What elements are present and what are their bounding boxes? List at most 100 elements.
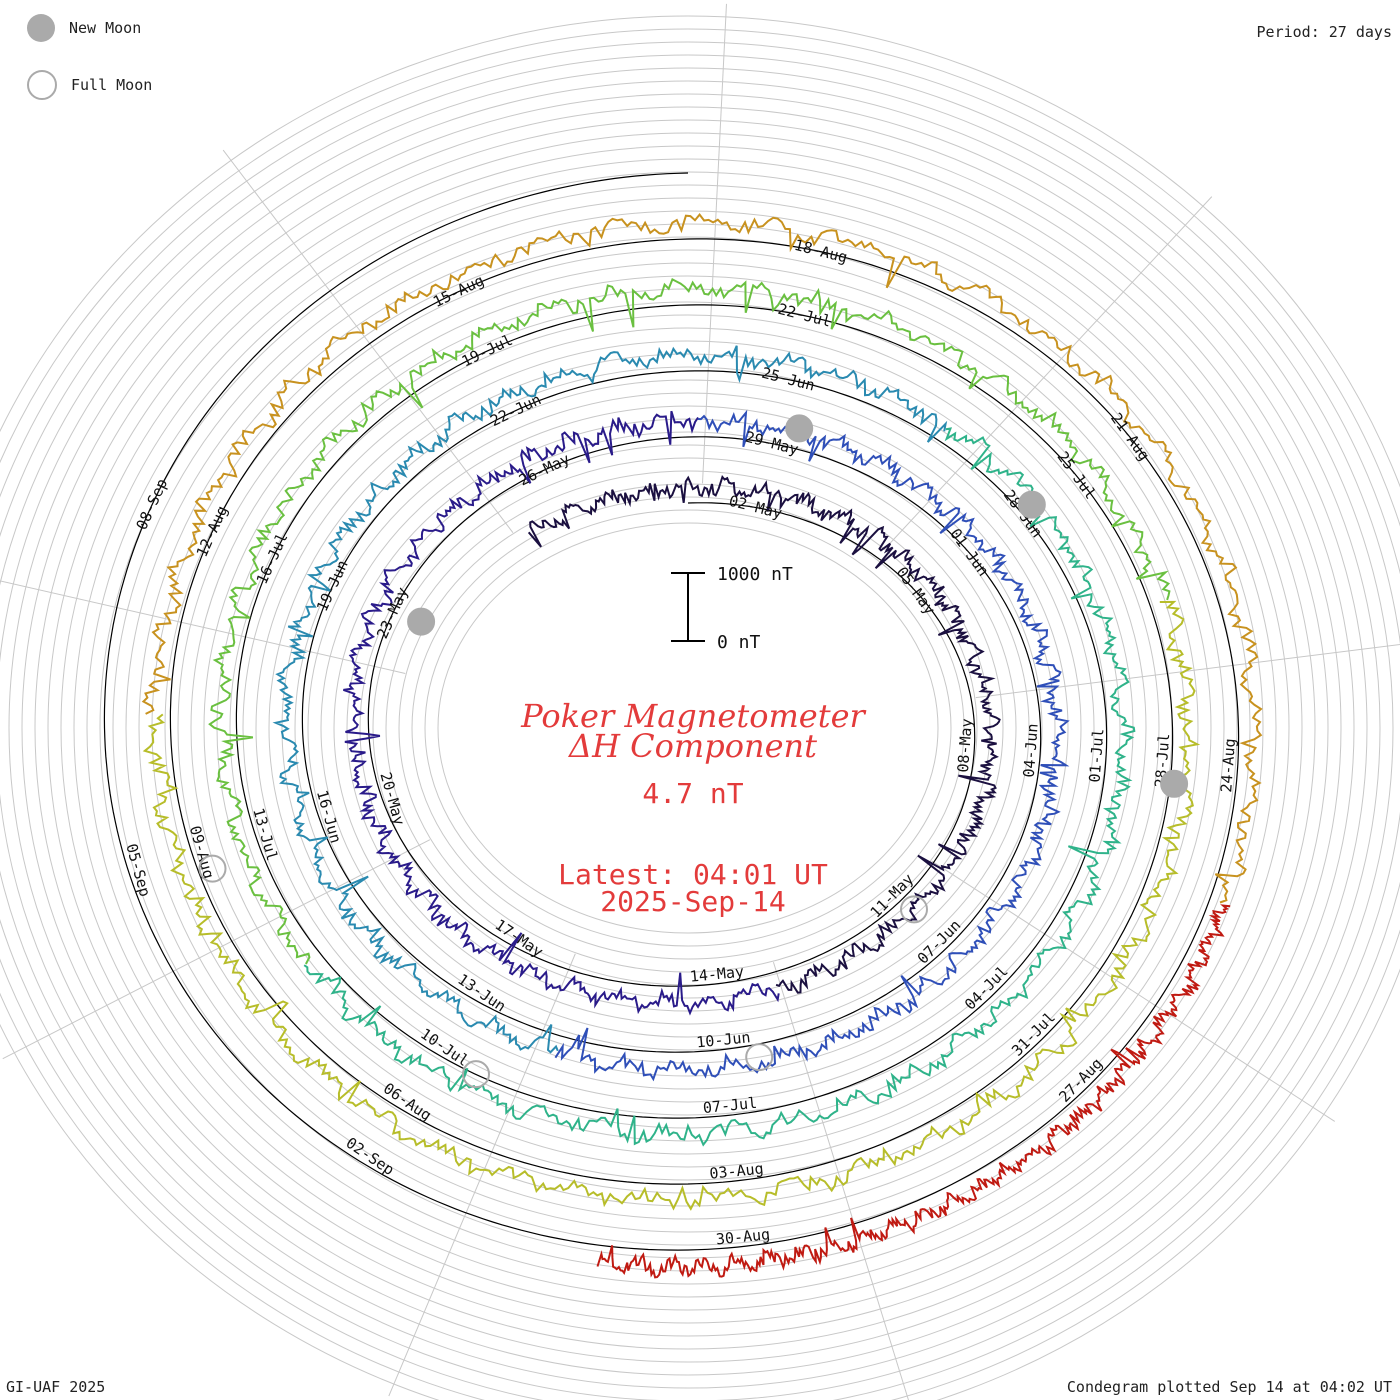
full-moon-icon [27, 70, 57, 100]
grid-ring [0, 80, 1381, 1376]
grid-ring [138, 223, 1238, 1233]
trace-3 [554, 409, 1070, 1082]
date-label: 25-Jul [1053, 448, 1099, 503]
trace-8 [141, 212, 1263, 904]
current-value: 4.7 nT [642, 777, 743, 810]
spoke-line [772, 961, 909, 1400]
trace-6 [208, 278, 1171, 965]
chart-grid [0, 15, 1400, 1400]
date-label: 24-Aug [1217, 738, 1239, 793]
grid-ring [177, 262, 1199, 1194]
grid-ring [47, 132, 1329, 1324]
spoke-line [222, 149, 514, 533]
spoke-line [701, 3, 727, 484]
date-label: 03-Aug [709, 1159, 765, 1182]
legend-new-moon-label: New Moon [69, 19, 142, 37]
date-label: 09-Aug [186, 824, 218, 881]
date-label: 08-May [954, 718, 976, 773]
grid-ring [125, 210, 1251, 1246]
full-moon-marker [900, 895, 928, 924]
chart-subtitle: ΔH Component [567, 727, 817, 765]
date-label: 21-Aug [1107, 410, 1153, 465]
grid-ring [294, 379, 1082, 1077]
grid-ring [34, 119, 1342, 1337]
grid-ring [86, 171, 1290, 1285]
new-moon-marker [1160, 769, 1189, 798]
chart-moon-markers [198, 414, 1189, 1089]
grid-ring [255, 340, 1121, 1116]
grid-ring [372, 457, 1004, 999]
baseline-spiral [103, 172, 1240, 1251]
spoke-line [884, 196, 1213, 549]
spoke-line [931, 860, 1336, 1122]
grid-ring [437, 522, 939, 934]
date-label: 10-Jun [696, 1028, 752, 1051]
date-label: 13-Jul [249, 806, 281, 863]
trace-7 [142, 600, 1201, 1211]
baseline-spiral [367, 436, 976, 987]
footer-plotted: Condegram plotted Sep 14 at 04:02 UT [1066, 1378, 1392, 1396]
date-label: 22-Jun [487, 390, 544, 430]
legend-full-moon-label: Full Moon [71, 76, 153, 94]
grid-ring [307, 392, 1069, 1064]
footer-credit: GI-UAF 2025 [6, 1378, 106, 1396]
latest-time: Latest: 04:01 UT [558, 858, 828, 891]
date-label: 20-May [376, 770, 408, 827]
chart-baselines [103, 172, 1240, 1251]
legend-new-moon: New Moon [27, 14, 141, 42]
grid-ring [73, 158, 1303, 1298]
date-label: 04-Jun [1020, 723, 1042, 778]
grid-ring [0, 28, 1400, 1400]
trace-5 [303, 427, 1136, 1147]
date-label: 16-Jun [313, 788, 345, 845]
date-label: 01-Jul [1086, 728, 1108, 783]
grid-ring [0, 54, 1400, 1400]
date-label: 26-May [516, 450, 573, 490]
grid-ring [0, 41, 1400, 1400]
date-label: 14-May [689, 962, 745, 985]
new-moon-marker [407, 607, 436, 636]
spoke-line [0, 580, 406, 674]
date-label: 04-Jul [961, 962, 1012, 1013]
grid-ring [398, 483, 978, 973]
spoke-line [2, 839, 431, 1060]
trace-2 [343, 410, 780, 1016]
period-label: Period: 27 days [1256, 23, 1392, 41]
latest-date: 2025-Sep-14 [600, 885, 785, 918]
chart-spokes [0, 3, 1400, 1400]
legend-full-moon: Full Moon [27, 70, 152, 100]
trace-4 [272, 345, 948, 1054]
baseline-spiral [301, 370, 1042, 1053]
full-moon-marker [745, 1043, 774, 1072]
grid-ring [21, 106, 1355, 1350]
grid-ring [0, 15, 1400, 1400]
spoke-line [388, 953, 576, 1397]
trace-1 [527, 475, 1001, 994]
grid-ring [346, 431, 1030, 1025]
new-moon-marker [785, 414, 814, 443]
date-label: 19-Jun [313, 557, 352, 614]
grid-ring [8, 93, 1368, 1363]
date-label: 11-May [867, 870, 918, 921]
chart-traces [141, 212, 1263, 1279]
scale-bottom-label: 0 nT [717, 632, 761, 653]
grid-ring [411, 496, 965, 960]
date-label: 23-May [373, 585, 412, 642]
grid-ring [60, 145, 1316, 1311]
trace-9 [596, 904, 1231, 1279]
date-label: 07-Jun [914, 916, 965, 967]
grid-ring [359, 444, 1017, 1012]
full-moon-marker [462, 1060, 490, 1089]
grid-ring [229, 314, 1147, 1142]
new-moon-icon [27, 14, 55, 42]
full-moon-marker [198, 854, 227, 883]
scale-top-label: 1000 nT [717, 564, 793, 585]
date-label: 07-Jul [702, 1094, 758, 1117]
chart-title: Poker Magnetometer [520, 697, 866, 735]
grid-ring [112, 197, 1264, 1259]
scale-bar: 1000 nT 0 nT [671, 564, 793, 653]
grid-ring [424, 509, 952, 947]
baseline-spiral [235, 304, 1108, 1119]
date-label: 02-May [727, 492, 784, 523]
